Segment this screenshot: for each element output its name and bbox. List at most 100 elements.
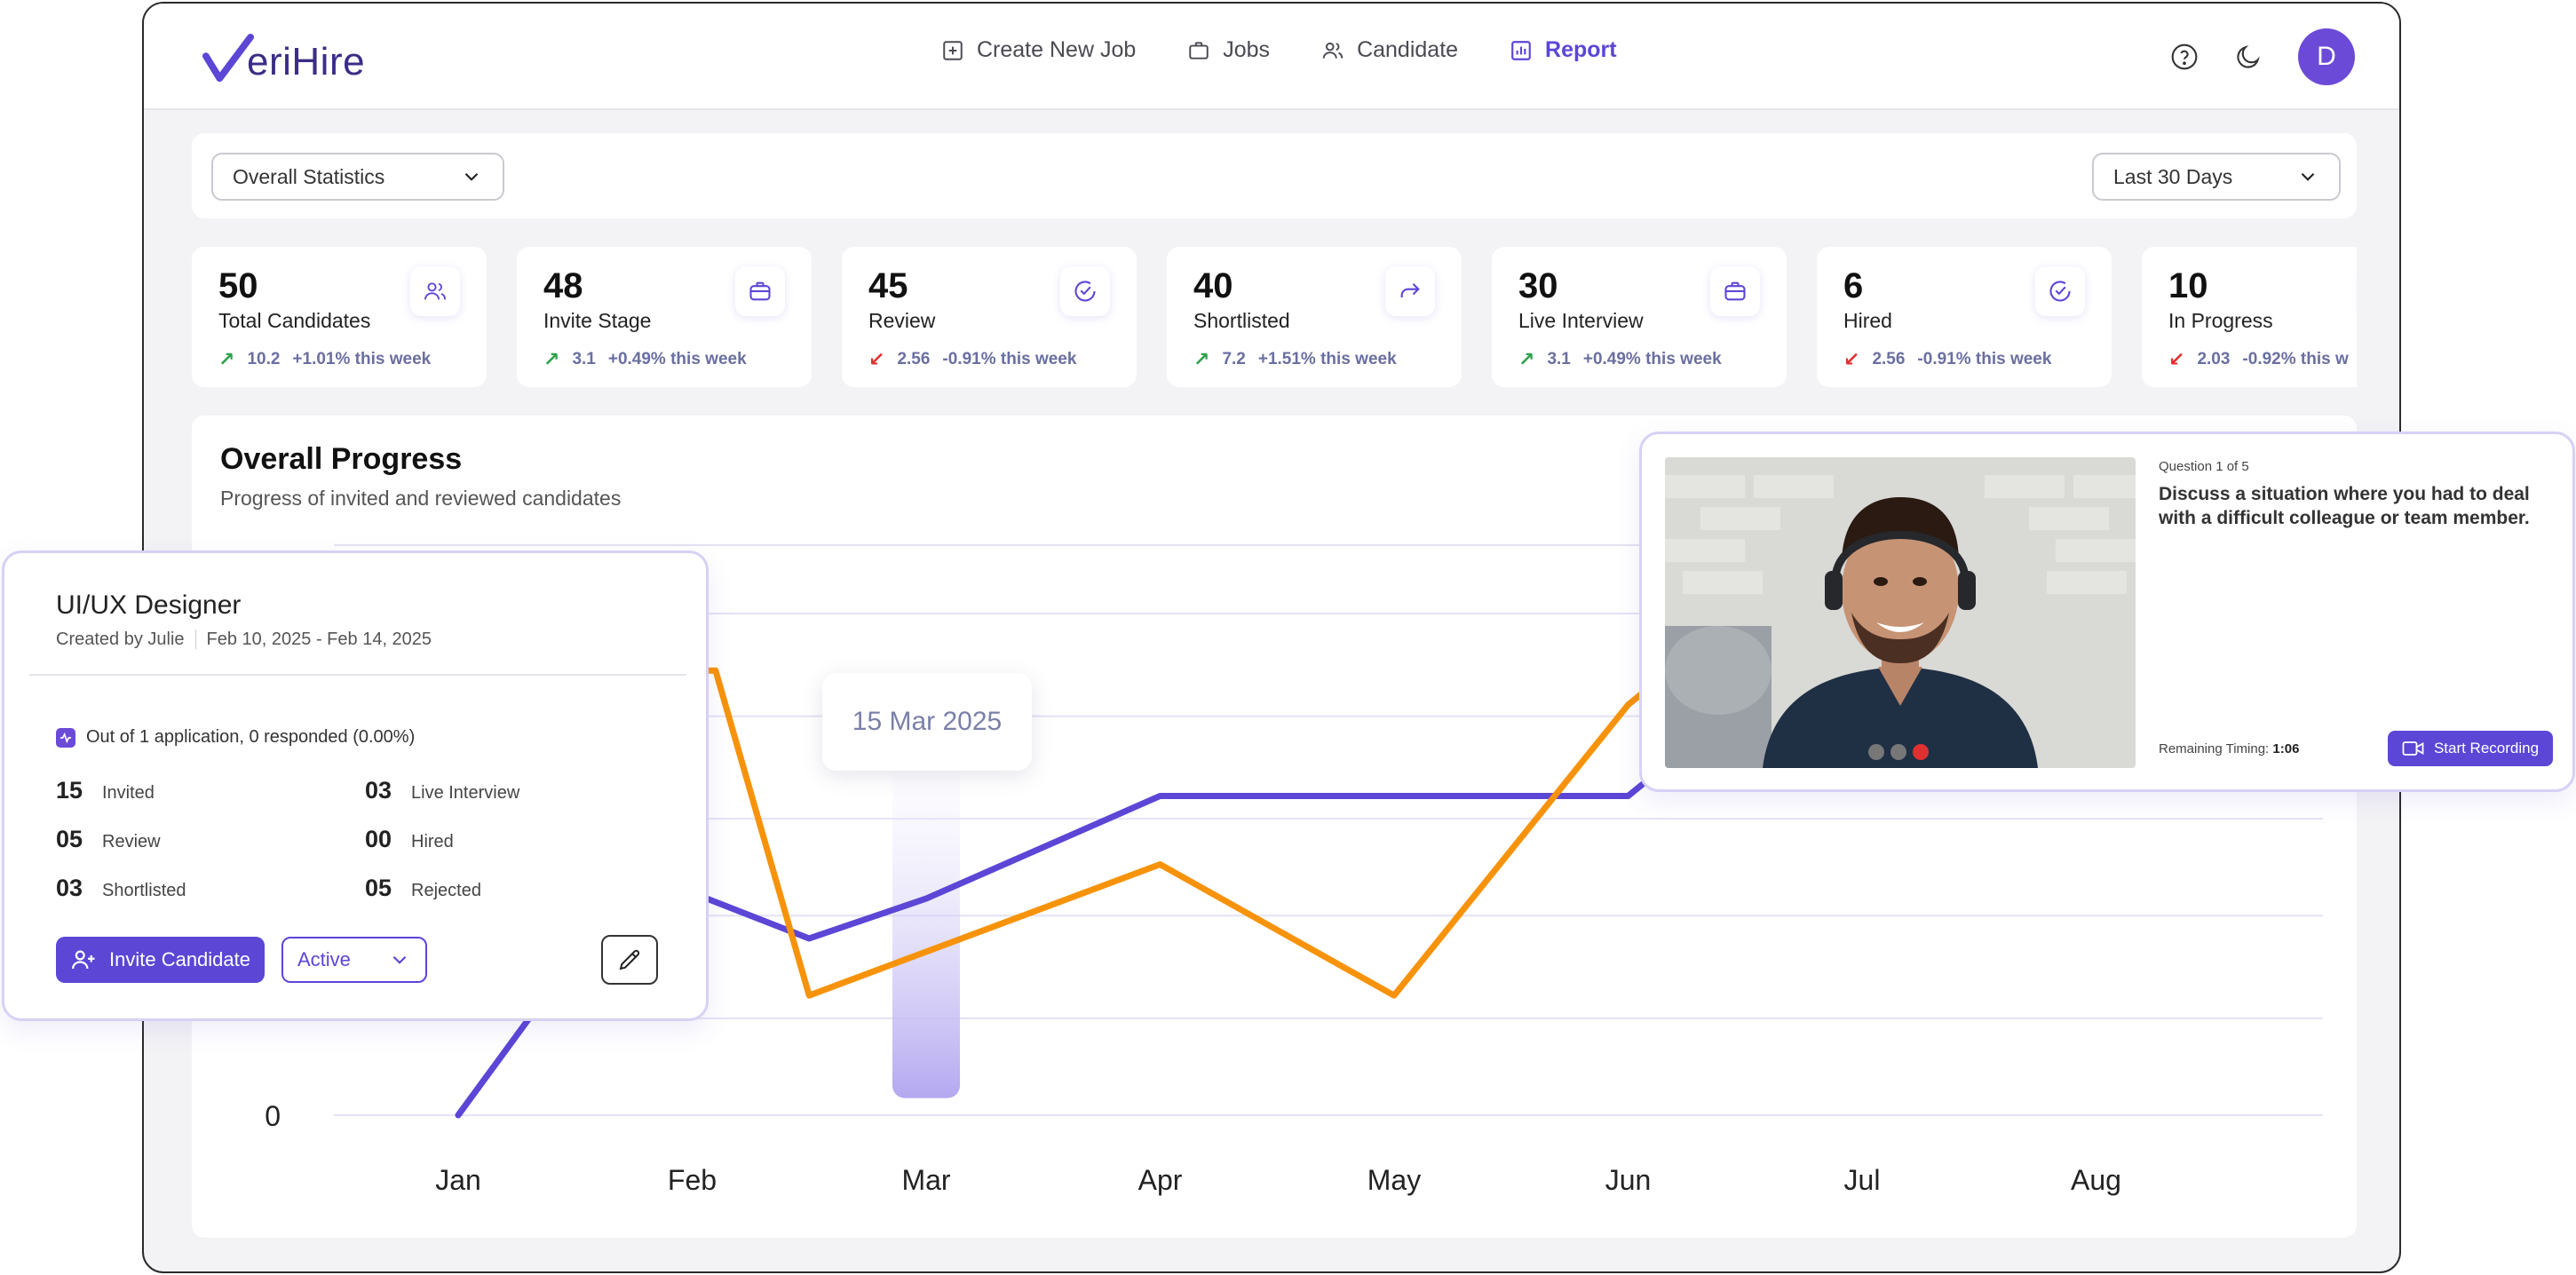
x-tick-label: Aug bbox=[2071, 1164, 2121, 1196]
stat-label: In Progress bbox=[2168, 309, 2273, 332]
nav-label: Jobs bbox=[1223, 37, 1271, 62]
application-summary: Out of 1 application, 0 responded (0.00%… bbox=[56, 727, 415, 748]
job-stat-count: 00 bbox=[365, 826, 392, 852]
briefcase-icon bbox=[1189, 41, 1209, 59]
stats-row: 50 Total Candidates ↗ 10.2 +1.01% this wee… bbox=[192, 247, 2357, 389]
stat-card-hired[interactable]: 6 Hired ↙ 2.56 -0.91% this week bbox=[1817, 247, 2112, 387]
chart-subtitle: Progress of invited and reviewed candida… bbox=[220, 487, 622, 510]
x-tick-label: Feb bbox=[668, 1164, 717, 1196]
job-status-select[interactable]: Active bbox=[281, 937, 427, 983]
nav-candidate[interactable]: Candidate bbox=[1321, 37, 1458, 63]
nav-label: Candidate bbox=[1357, 37, 1459, 62]
stat-trend: ↙ 2.56 -0.91% this week bbox=[1843, 348, 2051, 371]
start-recording-button[interactable]: Start Recording bbox=[2388, 731, 2553, 766]
nav-report[interactable]: Report bbox=[1510, 37, 1617, 63]
top-navigation-bar: eriHire Create New Job Jobs Candidate Re… bbox=[144, 4, 2399, 110]
job-meta: Created by Julie Feb 10, 2025 - Feb 14, … bbox=[56, 630, 432, 650]
question-text: Discuss a situation where you had to dea… bbox=[2159, 484, 2530, 529]
stat-value: 45 bbox=[868, 266, 908, 305]
forward-icon bbox=[1400, 283, 1420, 297]
users-icon bbox=[424, 282, 447, 300]
x-tick-label: May bbox=[1367, 1164, 1421, 1196]
stat-trend: ↗ 7.2 +1.51% this week bbox=[1193, 348, 1397, 371]
stat-value: 10 bbox=[2168, 266, 2208, 305]
stat-trend: ↗ 3.1 +0.49% this week bbox=[543, 348, 747, 371]
help-circle-icon bbox=[2171, 44, 2198, 70]
job-stat: 05 Review bbox=[56, 826, 365, 853]
stat-delta: 3.1 bbox=[1547, 350, 1571, 368]
stat-card-live-interview[interactable]: 30 Live Interview ↗ 3.1 +0.49% this week bbox=[1492, 247, 1787, 387]
job-stat-label: Rejected bbox=[411, 881, 481, 900]
logo-text: eriHire bbox=[247, 40, 366, 83]
dark-mode-toggle[interactable] bbox=[2234, 43, 2263, 71]
bar-chart-icon bbox=[1511, 40, 1531, 60]
stat-change: +0.49% this week bbox=[607, 350, 747, 368]
question-counter: Question 1 of 5 bbox=[2159, 459, 2249, 474]
stat-icon-box bbox=[735, 266, 785, 316]
trend-down-arrow-icon: ↙ bbox=[2168, 348, 2185, 370]
stat-label: Live Interview bbox=[1518, 309, 1644, 332]
job-stat-count: 05 bbox=[56, 826, 83, 852]
stat-value: 30 bbox=[1518, 266, 1558, 305]
date-range-select[interactable]: Last 30 Days bbox=[2092, 153, 2341, 201]
stat-card-in-progress[interactable]: 10 In Progress ↙ 2.03 -0.92% this w bbox=[2142, 247, 2357, 387]
stat-change: -0.92% this w bbox=[2242, 350, 2349, 368]
job-stat-label: Shortlisted bbox=[102, 881, 186, 900]
activity-icon bbox=[56, 727, 75, 748]
briefcase-icon bbox=[749, 281, 771, 301]
statistics-scope-select[interactable]: Overall Statistics bbox=[211, 153, 504, 201]
stat-icon-box bbox=[1385, 266, 1435, 316]
stat-label: Review bbox=[868, 309, 936, 332]
job-stat-label: Live Interview bbox=[411, 783, 520, 803]
select-value: Overall Statistics bbox=[233, 164, 385, 188]
user-avatar[interactable]: D bbox=[2298, 28, 2355, 85]
x-tick-label: Apr bbox=[1138, 1164, 1183, 1196]
job-stat-label: Review bbox=[102, 832, 161, 851]
candidate-photo bbox=[1665, 457, 2136, 768]
stat-label: Invite Stage bbox=[543, 309, 652, 332]
job-stat-count: 03 bbox=[365, 777, 392, 804]
stat-change: +1.51% this week bbox=[1257, 350, 1397, 368]
invite-candidate-button[interactable]: Invite Candidate bbox=[56, 937, 265, 983]
trend-down-arrow-icon: ↙ bbox=[868, 348, 885, 370]
stat-card-total-candidates[interactable]: 50 Total Candidates ↗ 10.2 +1.01% this wee… bbox=[192, 247, 487, 387]
stat-trend: ↙ 2.03 -0.92% this w bbox=[2168, 348, 2349, 371]
job-stat: 03 Shortlisted bbox=[56, 875, 365, 902]
logo-check-icon bbox=[202, 34, 254, 83]
help-button[interactable] bbox=[2170, 43, 2199, 71]
verihire-logo[interactable]: eriHire bbox=[202, 28, 365, 85]
stat-card-review[interactable]: 45 Review ↙ 2.56 -0.91% this week bbox=[842, 247, 1137, 387]
stat-trend: ↙ 2.56 -0.91% this week bbox=[868, 348, 1076, 371]
x-tick-label: Jan bbox=[435, 1164, 481, 1196]
stat-delta: 2.56 bbox=[1872, 350, 1906, 368]
stat-delta: 2.56 bbox=[897, 350, 931, 368]
moon-icon bbox=[2237, 45, 2260, 68]
nav-create-new-job[interactable]: Create New Job bbox=[941, 37, 1136, 63]
select-value: Last 30 Days bbox=[2113, 164, 2233, 188]
stat-icon-box bbox=[410, 266, 460, 316]
stat-card-shortlisted[interactable]: 40 Shortlisted ↗ 7.2 +1.51% this week bbox=[1167, 247, 1462, 387]
status-value: Active bbox=[297, 948, 351, 970]
stat-trend: ↗ 3.1 +0.49% this week bbox=[1518, 348, 1722, 371]
interview-question-card: Question 1 of 5 Discuss a situation wher… bbox=[1639, 432, 2575, 792]
nav-jobs[interactable]: Jobs bbox=[1187, 37, 1270, 63]
plus-square-icon bbox=[943, 40, 963, 60]
stat-card-invite-stage[interactable]: 48 Invite Stage ↗ 3.1 +0.49% this week bbox=[517, 247, 812, 387]
divider bbox=[29, 674, 686, 676]
stat-change: -0.91% this week bbox=[942, 350, 1077, 368]
job-summary-card: UI/UX Designer Created by Julie Feb 10, … bbox=[2, 550, 709, 1021]
job-stats-grid: 15 Invited 03 Live Interview 05 Review 00 Hi… bbox=[56, 777, 553, 902]
summary-text: Out of 1 application, 0 responded (0.00%… bbox=[86, 727, 416, 747]
stat-change: -0.91% this week bbox=[1917, 350, 2052, 368]
job-stat: 15 Invited bbox=[56, 777, 365, 804]
chart-title: Overall Progress bbox=[220, 442, 463, 476]
remaining-timing: Remaining Timing: 1:06 bbox=[2159, 741, 2299, 756]
x-tick-label: Jun bbox=[1605, 1164, 1652, 1196]
chart-tooltip: 15 Mar 2025 bbox=[822, 673, 1032, 771]
check-circle-icon bbox=[2049, 281, 2071, 302]
stat-delta: 7.2 bbox=[1222, 350, 1246, 368]
edit-job-button[interactable] bbox=[601, 935, 658, 985]
meta-separator bbox=[194, 630, 196, 649]
stat-icon-box bbox=[1710, 266, 1760, 316]
job-dates: Feb 10, 2025 - Feb 14, 2025 bbox=[206, 630, 432, 649]
